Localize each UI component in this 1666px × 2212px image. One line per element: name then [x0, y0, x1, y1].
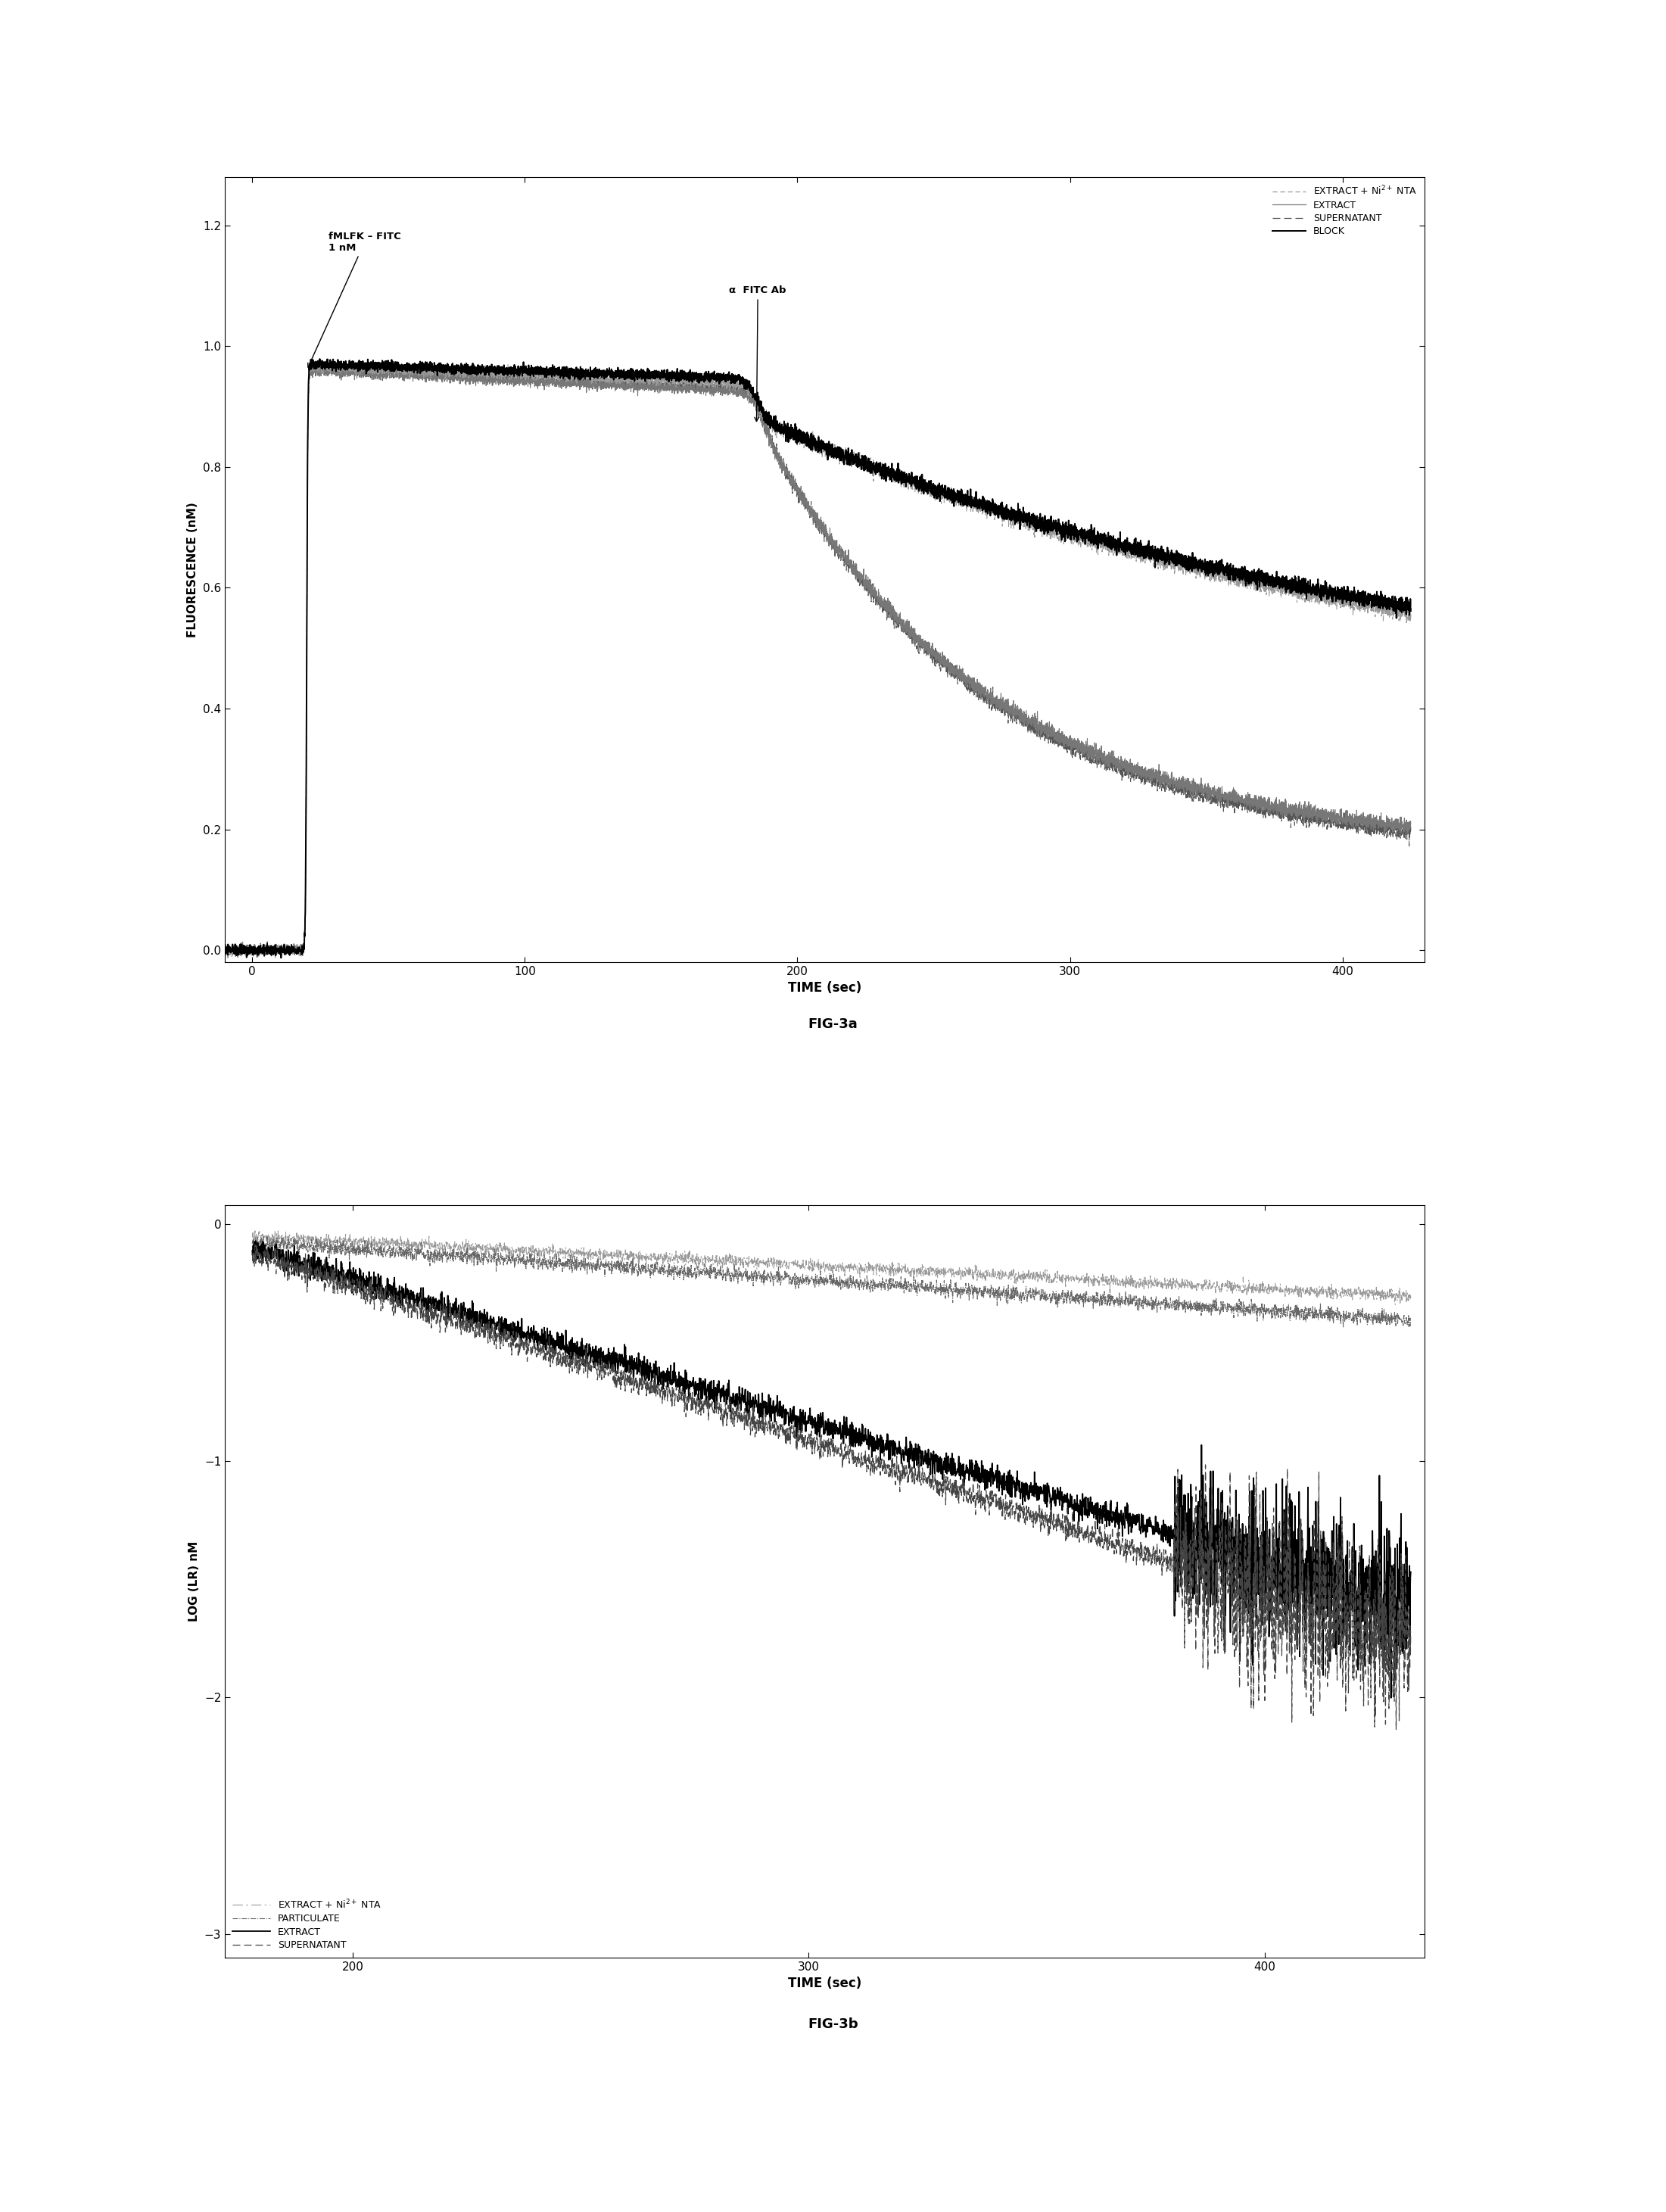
Y-axis label: LOG (LR) nM: LOG (LR) nM — [188, 1542, 200, 1621]
Text: fMLFK – FITC
1 nM: fMLFK – FITC 1 nM — [308, 232, 402, 367]
X-axis label: TIME (sec): TIME (sec) — [788, 982, 861, 995]
Y-axis label: FLUORESCENCE (nM): FLUORESCENCE (nM) — [187, 502, 198, 637]
Text: FIG-3b: FIG-3b — [808, 2017, 858, 2031]
Legend: EXTRACT + Ni$^{2+}$ NTA, PARTICULATE, EXTRACT, SUPERNATANT: EXTRACT + Ni$^{2+}$ NTA, PARTICULATE, EX… — [230, 1896, 385, 1953]
Legend: EXTRACT + Ni$^{2+}$ NTA, EXTRACT, SUPERNATANT, BLOCK: EXTRACT + Ni$^{2+}$ NTA, EXTRACT, SUPERN… — [1269, 181, 1419, 239]
Text: α  FITC Ab: α FITC Ab — [730, 285, 786, 420]
Text: FIG-3a: FIG-3a — [808, 1018, 858, 1031]
X-axis label: TIME (sec): TIME (sec) — [788, 1978, 861, 1991]
